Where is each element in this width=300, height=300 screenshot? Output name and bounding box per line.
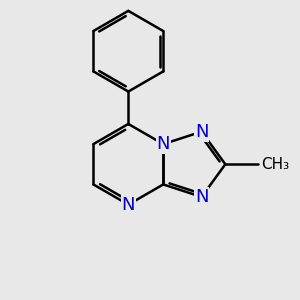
Text: N: N	[195, 188, 208, 206]
Text: N: N	[157, 135, 170, 153]
Text: CH₃: CH₃	[261, 157, 290, 172]
Text: N: N	[122, 196, 135, 214]
Text: N: N	[195, 123, 208, 141]
